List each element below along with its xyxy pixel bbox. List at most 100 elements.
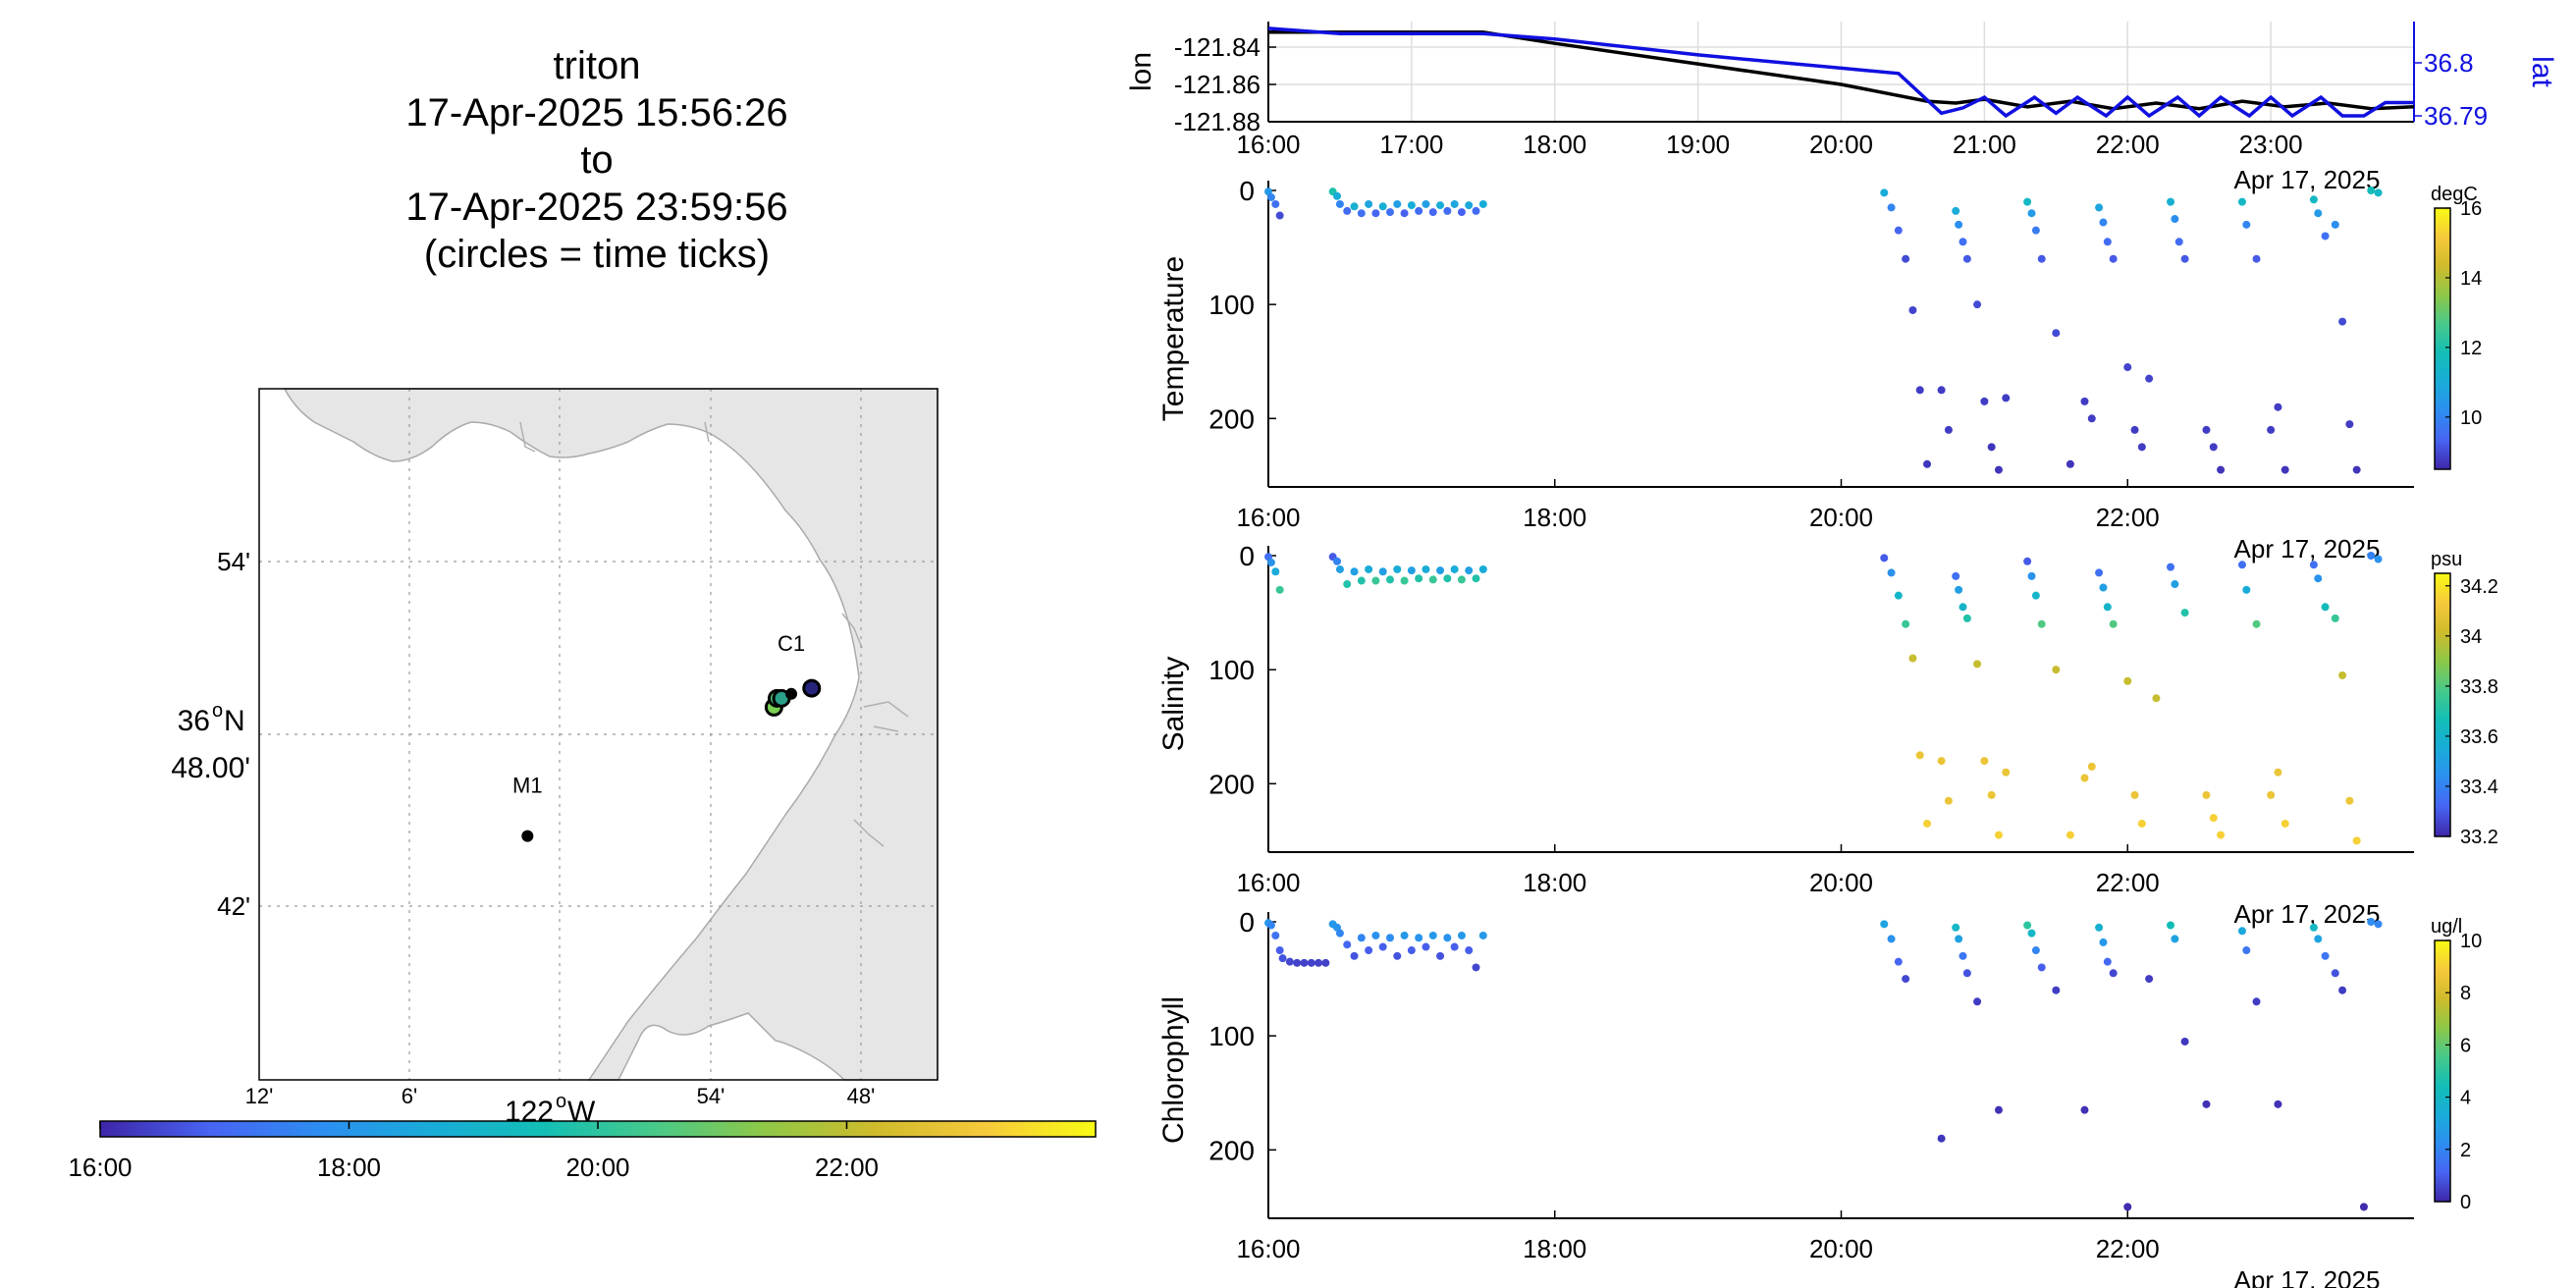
time-tick-label: 22:00	[2096, 868, 2160, 897]
data-point	[2242, 946, 2251, 955]
map-title-line-4: 17-Apr-2025 23:59:56	[405, 186, 787, 229]
data-point	[1275, 211, 1284, 220]
time-tick-label: 22:00	[2096, 503, 2160, 532]
data-point	[1915, 386, 1924, 395]
data-point	[1333, 191, 1342, 200]
map-river-3	[841, 613, 863, 649]
time-tick-label: 18:00	[1523, 868, 1586, 897]
station-marker-m1	[521, 830, 534, 842]
map-grid	[259, 389, 938, 1080]
colorbar-tick-label: 4	[2460, 1088, 2471, 1109]
map-lat-tick-54: 54'	[217, 547, 250, 576]
data-point	[1457, 208, 1466, 217]
data-point	[2374, 920, 2383, 929]
colorbar-unit-label: degC	[2431, 184, 2478, 205]
data-point	[1450, 942, 1459, 951]
data-point	[2095, 923, 2104, 932]
map-lon-tick-6: 6'	[402, 1084, 417, 1108]
data-point	[1278, 954, 1287, 963]
data-point	[1959, 951, 1967, 960]
data-point	[1343, 580, 1352, 589]
data-point	[1275, 585, 1284, 594]
data-point	[2374, 555, 2383, 564]
data-point	[1955, 585, 1963, 594]
value-colorbar	[2434, 939, 2451, 1203]
data-point	[1987, 790, 1996, 799]
series-line-lon	[1268, 30, 2415, 111]
data-point	[1407, 946, 1416, 955]
lon-tick-label: -121.84	[1174, 32, 1261, 62]
data-point	[1465, 946, 1474, 955]
lat-axis-title: lat	[2526, 56, 2558, 87]
data-point	[1443, 206, 1452, 215]
data-point	[2103, 603, 2112, 612]
data-point	[1980, 757, 1989, 766]
data-point	[2267, 790, 2276, 799]
data-point	[1350, 567, 1359, 576]
data-point	[1271, 199, 1280, 208]
data-point	[2359, 1203, 2368, 1211]
series-line-lat	[1267, 27, 2414, 119]
data-point	[1973, 997, 1982, 1006]
depth-tick-label: 200	[1208, 769, 1255, 799]
data-point	[2066, 831, 2074, 839]
time-colorbar: 16:00 18:00 20:00 22:00	[68, 1120, 1097, 1182]
data-point	[1937, 757, 1946, 766]
data-point	[2080, 1105, 2089, 1114]
depth-tick-label: 0	[1239, 541, 1255, 571]
data-point	[1962, 254, 1971, 263]
data-point	[1315, 958, 1323, 967]
data-point	[1335, 199, 1344, 208]
data-point	[2052, 329, 2061, 338]
map-lat-tick-42: 42'	[217, 891, 250, 921]
colorbar-tick-label: 33.2	[2460, 827, 2498, 848]
time-tick-label: 20:00	[1809, 1234, 1873, 1263]
data-point	[2252, 619, 2261, 628]
data-point	[1378, 567, 1387, 576]
data-point	[2103, 957, 2112, 966]
time-tick-label: 20:00	[1809, 868, 1873, 897]
colorbar-tick-label: 34.2	[2460, 576, 2498, 598]
data-point	[1407, 566, 1416, 575]
data-point	[1428, 931, 1437, 939]
data-point	[1923, 819, 1932, 828]
data-point	[1266, 558, 1275, 566]
data-point	[1887, 568, 1896, 577]
panel-axis-title: Temperature	[1157, 256, 1190, 421]
data-point	[1321, 958, 1330, 967]
data-point	[1415, 934, 1423, 942]
data-point	[1436, 951, 1445, 960]
data-point	[1400, 576, 1409, 585]
data-point	[2171, 580, 2179, 589]
data-point	[1465, 201, 1474, 210]
data-point	[1365, 564, 1373, 573]
data-point	[2027, 209, 2036, 218]
data-point	[2281, 465, 2289, 474]
depth-tick-label: 100	[1208, 290, 1255, 320]
time-colorbar-tick-label: 20:00	[565, 1153, 629, 1182]
lonlat-x-tick-label: 18:00	[1523, 130, 1586, 159]
data-point	[2152, 694, 2161, 703]
data-point	[2130, 425, 2139, 434]
data-point	[2167, 921, 2175, 930]
data-point	[1472, 206, 1480, 215]
depth-tick-label: 100	[1208, 655, 1255, 685]
map-river-4	[863, 701, 909, 732]
data-point	[2321, 603, 2330, 612]
data-point	[1902, 619, 1910, 628]
data-point	[2331, 969, 2339, 978]
data-point	[2345, 420, 2354, 429]
data-point	[2367, 187, 2376, 194]
colorbar-tick-label: 33.8	[2460, 676, 2498, 698]
data-point	[1457, 575, 1466, 584]
map-lat-hemisphere: N	[224, 705, 245, 737]
panel-axis-title: Salinity	[1157, 657, 1190, 752]
data-point	[1894, 957, 1903, 966]
data-point	[1902, 254, 1910, 263]
data-point	[1915, 751, 1924, 760]
data-point	[2031, 591, 2040, 600]
map-river-1	[519, 421, 536, 453]
data-point	[1887, 203, 1896, 212]
data-point	[1393, 199, 1402, 208]
data-point	[1478, 564, 1487, 573]
